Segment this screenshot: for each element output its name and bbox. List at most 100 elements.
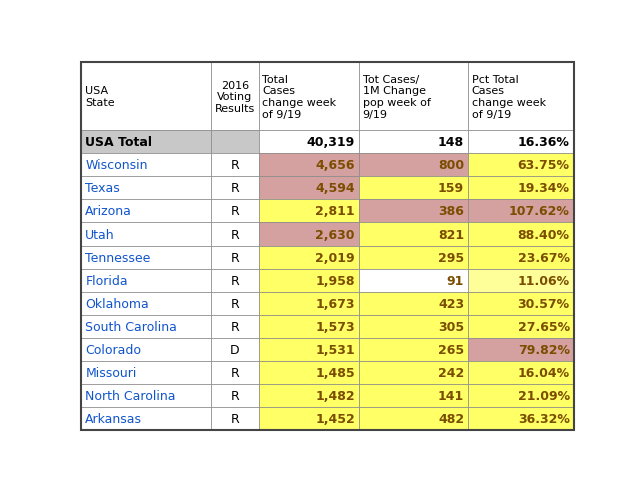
Text: 27.65%: 27.65%: [518, 320, 569, 333]
Text: 1,573: 1,573: [315, 320, 355, 333]
Text: Florida: Florida: [86, 274, 128, 287]
Bar: [468, 407, 574, 430]
Bar: [468, 338, 574, 361]
Bar: [468, 384, 574, 407]
Text: 305: 305: [438, 320, 464, 333]
Text: Texas: Texas: [86, 182, 120, 195]
Text: 16.36%: 16.36%: [518, 136, 569, 149]
Text: Wisconsin: Wisconsin: [86, 159, 148, 172]
Bar: [211, 407, 259, 430]
Bar: [259, 200, 358, 223]
Bar: [211, 269, 259, 292]
Text: 88.40%: 88.40%: [518, 228, 569, 241]
Bar: [468, 269, 574, 292]
Bar: [468, 361, 574, 384]
Text: 2,019: 2,019: [315, 251, 355, 264]
Bar: [211, 131, 259, 154]
Text: 1,485: 1,485: [315, 366, 355, 379]
Text: R: R: [230, 159, 239, 172]
Bar: [82, 63, 211, 131]
Bar: [259, 338, 358, 361]
Bar: [358, 131, 468, 154]
Text: R: R: [230, 297, 239, 310]
Text: 1,452: 1,452: [315, 412, 355, 425]
Text: 2,811: 2,811: [315, 205, 355, 218]
Text: Arkansas: Arkansas: [86, 412, 142, 425]
Bar: [358, 315, 468, 338]
Text: R: R: [230, 182, 239, 195]
Text: R: R: [230, 320, 239, 333]
Bar: [82, 246, 211, 269]
Bar: [259, 246, 358, 269]
Bar: [211, 338, 259, 361]
Text: 2016
Voting
Results: 2016 Voting Results: [215, 81, 255, 114]
Bar: [259, 315, 358, 338]
Bar: [211, 200, 259, 223]
Bar: [468, 292, 574, 315]
Bar: [82, 200, 211, 223]
Text: 40,319: 40,319: [307, 136, 355, 149]
Bar: [358, 177, 468, 200]
Text: 4,656: 4,656: [315, 159, 355, 172]
Bar: [211, 315, 259, 338]
Bar: [358, 292, 468, 315]
Text: 91: 91: [447, 274, 464, 287]
Bar: [468, 315, 574, 338]
Bar: [358, 223, 468, 246]
Text: Total
Cases
change week
of 9/19: Total Cases change week of 9/19: [263, 75, 337, 119]
Text: R: R: [230, 205, 239, 218]
Bar: [358, 269, 468, 292]
Bar: [358, 338, 468, 361]
Bar: [82, 315, 211, 338]
Text: Tennessee: Tennessee: [86, 251, 151, 264]
Bar: [211, 292, 259, 315]
Text: 482: 482: [438, 412, 464, 425]
Text: Arizona: Arizona: [86, 205, 132, 218]
Text: 19.34%: 19.34%: [518, 182, 569, 195]
Text: Oklahoma: Oklahoma: [86, 297, 149, 310]
Bar: [211, 63, 259, 131]
Text: 141: 141: [438, 389, 464, 402]
Text: 1,958: 1,958: [315, 274, 355, 287]
Bar: [358, 361, 468, 384]
Text: 21.09%: 21.09%: [518, 389, 569, 402]
Bar: [82, 361, 211, 384]
Bar: [82, 223, 211, 246]
Text: 1,673: 1,673: [315, 297, 355, 310]
Text: 79.82%: 79.82%: [518, 343, 569, 356]
Text: R: R: [230, 366, 239, 379]
Bar: [358, 407, 468, 430]
Bar: [82, 338, 211, 361]
Bar: [211, 361, 259, 384]
Text: Pct Total
Cases
change week
of 9/19: Pct Total Cases change week of 9/19: [472, 75, 546, 119]
Text: 4,594: 4,594: [315, 182, 355, 195]
Text: 16.04%: 16.04%: [518, 366, 569, 379]
Text: 1,482: 1,482: [315, 389, 355, 402]
Text: North Carolina: North Carolina: [86, 389, 176, 402]
Bar: [358, 246, 468, 269]
Bar: [82, 384, 211, 407]
Text: 821: 821: [438, 228, 464, 241]
Text: 2,630: 2,630: [315, 228, 355, 241]
Text: 242: 242: [438, 366, 464, 379]
Bar: [259, 407, 358, 430]
Text: R: R: [230, 412, 239, 425]
Bar: [358, 200, 468, 223]
Bar: [259, 131, 358, 154]
Bar: [82, 177, 211, 200]
Bar: [211, 223, 259, 246]
Bar: [259, 154, 358, 177]
Bar: [82, 292, 211, 315]
Bar: [82, 154, 211, 177]
Bar: [211, 177, 259, 200]
Text: 1,531: 1,531: [315, 343, 355, 356]
Text: 423: 423: [438, 297, 464, 310]
Text: Tot Cases/
1M Change
pop week of
9/19: Tot Cases/ 1M Change pop week of 9/19: [362, 75, 431, 119]
Bar: [82, 407, 211, 430]
Bar: [211, 384, 259, 407]
Text: 30.57%: 30.57%: [518, 297, 569, 310]
Text: 107.62%: 107.62%: [509, 205, 569, 218]
Bar: [259, 223, 358, 246]
Text: 148: 148: [438, 136, 464, 149]
Text: R: R: [230, 228, 239, 241]
